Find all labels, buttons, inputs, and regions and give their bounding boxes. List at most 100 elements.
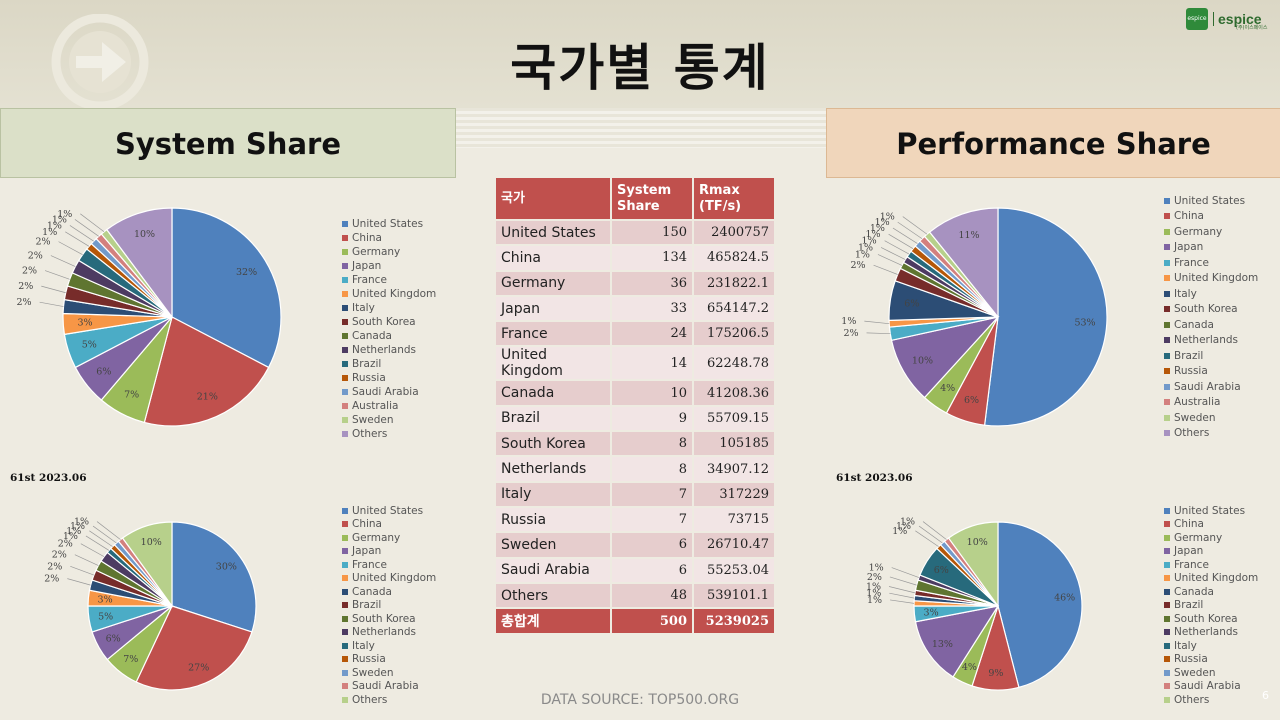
pie-data-label: 21% [197,392,218,403]
pie-data-label: 2% [18,281,33,292]
legend-swatch [342,588,348,595]
pie-data-label: 3% [77,318,92,329]
legend-label: China [352,518,382,531]
cell-system-share: 134 [610,244,694,272]
legend-item: Canada [342,329,436,343]
performance-share-header: Performance Share [826,108,1280,178]
legend-item: Brazil [342,599,436,613]
legend-swatch [342,249,348,255]
legend-item: South Korea [1164,612,1258,626]
table-row: Others 48 539101.1 [494,581,776,610]
legend-item: Japan [1164,545,1258,559]
cell-rmax: 317229 [692,480,776,508]
pie-data-label: 1% [63,531,78,542]
legend-item: Sweden [342,666,436,680]
cell-system-share: 14 [610,345,694,382]
legend-label: Canada [1174,585,1214,598]
leader-line [67,578,91,586]
arrow-watermark-icon [51,14,149,110]
pie-slice-others [121,521,173,608]
legend-item: Others [342,427,436,441]
legend-swatch [342,375,348,381]
legend-swatch [342,534,348,541]
table-header-row: 국가 System Share Rmax (TF/s) [494,176,776,221]
data-source-note: DATA SOURCE: TOP500.ORG [540,692,740,708]
system-share-header: System Share [0,108,456,178]
leader-line [80,543,105,557]
legend-item: Germany [1164,531,1258,545]
pie-data-label: 1% [858,242,873,253]
table-row: Russia 7 73715 [494,505,776,534]
legend-label: Australia [1174,396,1221,409]
legend-label: Others [352,693,388,706]
legend-swatch [1164,588,1170,595]
chart-subtitle-right: 61st 2023.06 [836,472,913,484]
legend-label: South Korea [1174,303,1238,316]
legend-item: Others [342,693,436,707]
cell-rmax: 26710.47 [692,531,776,559]
pie-slice-united-states [171,521,257,633]
legend-swatch [1164,575,1170,582]
top-band [0,0,1280,108]
leader-line [864,320,890,325]
pie-slice-united-states [997,521,1083,689]
table-row: Canada 10 41208.36 [494,379,776,407]
legend-swatch [1164,629,1170,636]
legend-label: Canada [352,330,392,342]
legend-item: Saudi Arabia [342,385,436,399]
legend-item: China [342,518,436,532]
legend-item: Brazil [1164,348,1258,364]
legend-swatch [1164,507,1170,514]
legend-label: Italy [1174,287,1197,300]
cell-country: China [494,244,612,272]
pie-data-label: 2% [58,539,73,550]
legend-swatch [1164,548,1170,555]
page-number: 6 [1262,689,1269,702]
pie-data-label: 1% [52,214,67,225]
pie-data-label: 1% [869,563,884,574]
leader-line [889,592,915,599]
table-row: South Korea 8 105185 [494,430,776,458]
leader-line [89,530,113,547]
pie-data-label: 1% [74,517,89,528]
legend-swatch [342,642,348,649]
legend-swatch [1164,683,1170,690]
legend-label: Italy [352,639,375,652]
legend-item: Russia [1164,653,1258,667]
cell-country: South Korea [494,430,612,458]
legend-item: United Kingdom [1164,572,1258,586]
legend-item: Brazil [342,357,436,371]
legend-swatch [342,403,348,409]
pie-data-label: 1% [866,588,881,599]
total-label: 총합계 [494,607,612,636]
legend-label: United Kingdom [1174,572,1259,585]
legend-label: Brazil [1174,349,1204,362]
legend-label: Netherlands [1174,626,1239,639]
cell-rmax: 2400757 [692,218,776,247]
cell-country: Germany [494,269,612,297]
pie-data-label: 13% [932,639,953,650]
legend-swatch [1164,368,1170,375]
legend-swatch [342,629,348,636]
table-row: Italy 7 317229 [494,480,776,508]
cell-system-share: 36 [610,269,694,297]
pie-data-label: 1% [855,249,870,260]
legend-item: South Korea [342,315,436,329]
pie-data-label: 9% [988,668,1003,679]
legend-swatch [342,319,348,325]
pie-data-label: 1% [900,517,915,528]
pie-data-label: 32% [236,267,257,278]
pie-data-label: 2% [22,266,37,277]
legend-item: Canada [1164,585,1258,599]
legend-label: France [1174,256,1209,269]
table-row: United Kingdom 14 62248.78 [494,345,776,382]
legend-item: South Korea [1164,302,1258,318]
legend-swatch [1164,669,1170,676]
legend-swatch [1164,602,1170,609]
legend-item: Australia [1164,395,1258,411]
leader-line [92,525,117,544]
leader-line [891,567,920,578]
cell-country: United Kingdom [494,345,612,382]
leader-line [890,599,915,604]
pie-data-label: 27% [188,663,209,674]
